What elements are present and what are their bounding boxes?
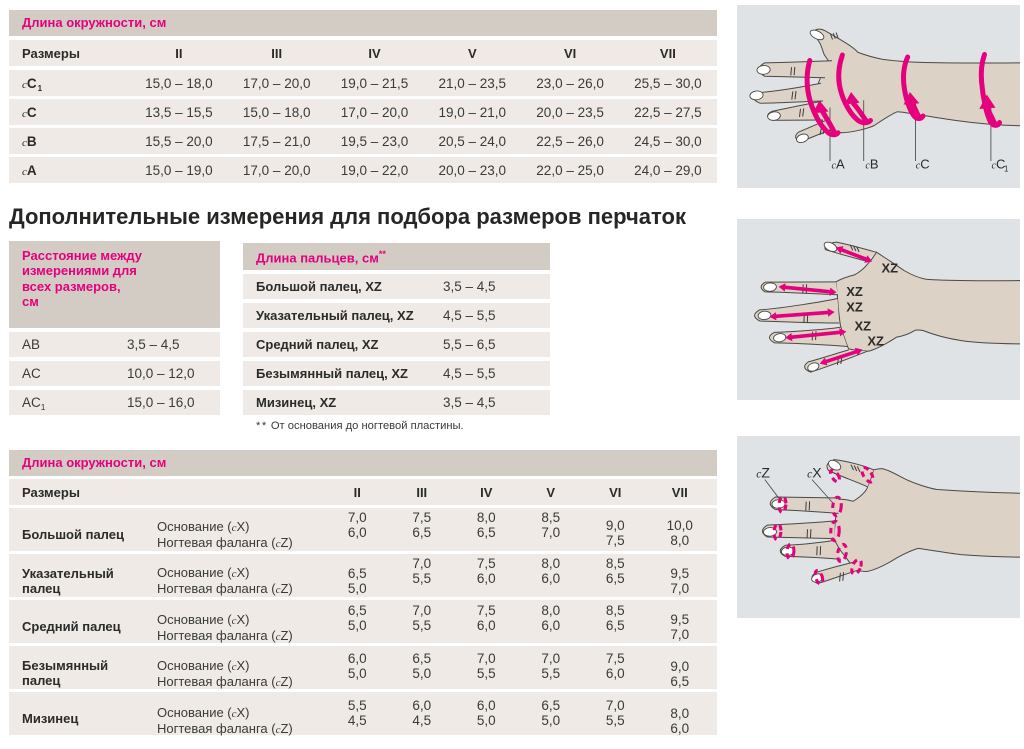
svg-text:cX: cX <box>807 465 822 481</box>
svg-text:1: 1 <box>1004 165 1009 174</box>
svg-text:cZ: cZ <box>756 465 770 481</box>
svg-text:XZ: XZ <box>846 284 863 299</box>
svg-text:cC: cC <box>916 157 930 172</box>
svg-text:XZ: XZ <box>846 299 863 314</box>
svg-text:cA: cA <box>832 157 845 172</box>
svg-text:XZ: XZ <box>855 319 872 334</box>
svg-text:cC: cC <box>992 157 1006 172</box>
svg-text:XZ: XZ <box>882 261 899 276</box>
svg-text:cB: cB <box>865 157 878 172</box>
svg-text:XZ: XZ <box>867 333 884 348</box>
